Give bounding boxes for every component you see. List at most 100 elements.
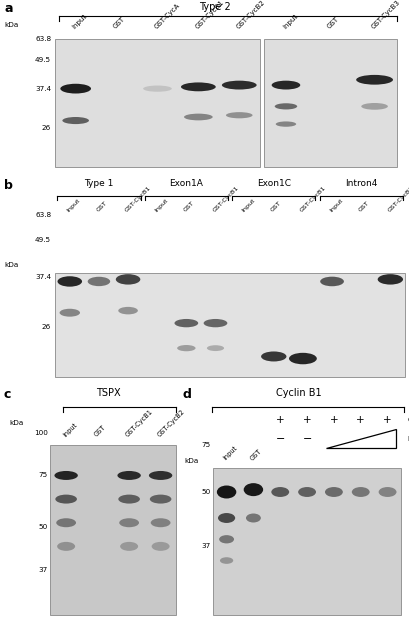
Ellipse shape bbox=[378, 274, 403, 285]
Text: 37: 37 bbox=[38, 567, 48, 573]
Text: Input: Input bbox=[154, 197, 169, 213]
Text: 49.5: 49.5 bbox=[35, 237, 51, 243]
Text: Intron4: Intron4 bbox=[345, 179, 378, 188]
Text: GST-CycB1: GST-CycB1 bbox=[194, 0, 225, 30]
Text: GST-CycB1: GST-CycB1 bbox=[387, 185, 409, 213]
Text: GST: GST bbox=[270, 200, 283, 213]
Ellipse shape bbox=[177, 345, 196, 351]
Text: +: + bbox=[383, 415, 392, 425]
Text: kDa: kDa bbox=[9, 420, 23, 427]
Ellipse shape bbox=[261, 351, 286, 361]
Text: kDa: kDa bbox=[184, 458, 199, 464]
Ellipse shape bbox=[207, 345, 224, 351]
Ellipse shape bbox=[152, 542, 170, 551]
Text: 100: 100 bbox=[34, 430, 48, 436]
Text: Input: Input bbox=[328, 197, 344, 213]
Ellipse shape bbox=[320, 277, 344, 286]
FancyBboxPatch shape bbox=[50, 445, 176, 615]
Text: GST: GST bbox=[326, 16, 340, 30]
Ellipse shape bbox=[271, 487, 289, 497]
Ellipse shape bbox=[56, 518, 76, 527]
Ellipse shape bbox=[118, 494, 140, 504]
Text: GST-CycB2: GST-CycB2 bbox=[156, 408, 186, 438]
Text: Type 2: Type 2 bbox=[199, 2, 231, 12]
Ellipse shape bbox=[246, 514, 261, 522]
Text: GST: GST bbox=[95, 200, 108, 213]
Ellipse shape bbox=[352, 487, 370, 497]
Ellipse shape bbox=[218, 513, 235, 523]
Text: GST-CycA: GST-CycA bbox=[153, 2, 181, 30]
Text: a: a bbox=[4, 2, 13, 15]
Text: GST-CycB1: GST-CycB1 bbox=[124, 185, 153, 213]
Ellipse shape bbox=[55, 494, 77, 504]
FancyBboxPatch shape bbox=[55, 273, 405, 378]
Ellipse shape bbox=[379, 487, 396, 497]
Text: +: + bbox=[303, 415, 311, 425]
Text: Input: Input bbox=[66, 197, 81, 213]
Ellipse shape bbox=[117, 471, 141, 480]
Ellipse shape bbox=[175, 319, 198, 327]
Text: 26: 26 bbox=[42, 124, 51, 131]
Text: 49.5: 49.5 bbox=[35, 57, 51, 63]
Text: GST: GST bbox=[93, 424, 107, 438]
Text: Input: Input bbox=[62, 421, 78, 438]
Text: Input: Input bbox=[222, 445, 239, 462]
Text: +: + bbox=[276, 415, 285, 425]
Text: Type 1: Type 1 bbox=[84, 179, 114, 188]
Text: GST: GST bbox=[112, 16, 126, 30]
Text: GST-CycB1: GST-CycB1 bbox=[299, 185, 327, 213]
Text: 37.4: 37.4 bbox=[35, 274, 51, 281]
Text: 26: 26 bbox=[42, 324, 51, 330]
Ellipse shape bbox=[57, 542, 75, 551]
Text: 50: 50 bbox=[202, 489, 211, 495]
Ellipse shape bbox=[184, 114, 213, 121]
Text: kDa: kDa bbox=[4, 262, 18, 268]
Text: GST: GST bbox=[357, 200, 370, 213]
Text: GST: GST bbox=[183, 200, 196, 213]
Ellipse shape bbox=[289, 353, 317, 364]
FancyBboxPatch shape bbox=[55, 39, 260, 167]
Text: GST-CycB2: GST-CycB2 bbox=[235, 0, 266, 30]
Text: Cyclin B1: Cyclin B1 bbox=[276, 388, 322, 398]
Text: Input: Input bbox=[72, 13, 88, 30]
Text: d: d bbox=[182, 388, 191, 401]
Ellipse shape bbox=[88, 277, 110, 286]
Ellipse shape bbox=[119, 518, 139, 527]
Ellipse shape bbox=[276, 121, 296, 127]
Ellipse shape bbox=[60, 309, 80, 317]
Ellipse shape bbox=[361, 103, 388, 109]
Polygon shape bbox=[326, 429, 396, 448]
Ellipse shape bbox=[58, 276, 82, 287]
Ellipse shape bbox=[217, 486, 236, 498]
Text: c: c bbox=[4, 388, 11, 401]
Text: −: − bbox=[276, 434, 285, 444]
Text: Exon1C: Exon1C bbox=[257, 179, 291, 188]
Ellipse shape bbox=[118, 307, 138, 314]
Text: kDa: kDa bbox=[4, 22, 18, 28]
Ellipse shape bbox=[54, 471, 78, 480]
Ellipse shape bbox=[275, 103, 297, 109]
Ellipse shape bbox=[222, 81, 257, 90]
Ellipse shape bbox=[219, 535, 234, 544]
Text: 37: 37 bbox=[202, 544, 211, 549]
FancyBboxPatch shape bbox=[264, 39, 397, 167]
Ellipse shape bbox=[116, 274, 140, 285]
Ellipse shape bbox=[204, 319, 227, 327]
Ellipse shape bbox=[325, 487, 343, 497]
Text: Exon1A: Exon1A bbox=[169, 179, 203, 188]
Text: −: − bbox=[302, 434, 312, 444]
Ellipse shape bbox=[244, 483, 263, 496]
Text: GST-CycB1: GST-CycB1 bbox=[125, 408, 155, 438]
Text: Input: Input bbox=[241, 197, 256, 213]
Ellipse shape bbox=[220, 557, 233, 564]
Text: +: + bbox=[356, 415, 365, 425]
Text: TSPX: TSPX bbox=[96, 388, 120, 398]
Text: +: + bbox=[330, 415, 338, 425]
Text: His-TSPX: His-TSPX bbox=[408, 436, 409, 442]
Ellipse shape bbox=[150, 494, 171, 504]
Ellipse shape bbox=[143, 86, 172, 91]
Text: GST-CycB1: GST-CycB1 bbox=[212, 185, 240, 213]
Text: GST-TSPY: GST-TSPY bbox=[408, 417, 409, 423]
Text: b: b bbox=[4, 179, 13, 192]
Ellipse shape bbox=[62, 117, 89, 124]
